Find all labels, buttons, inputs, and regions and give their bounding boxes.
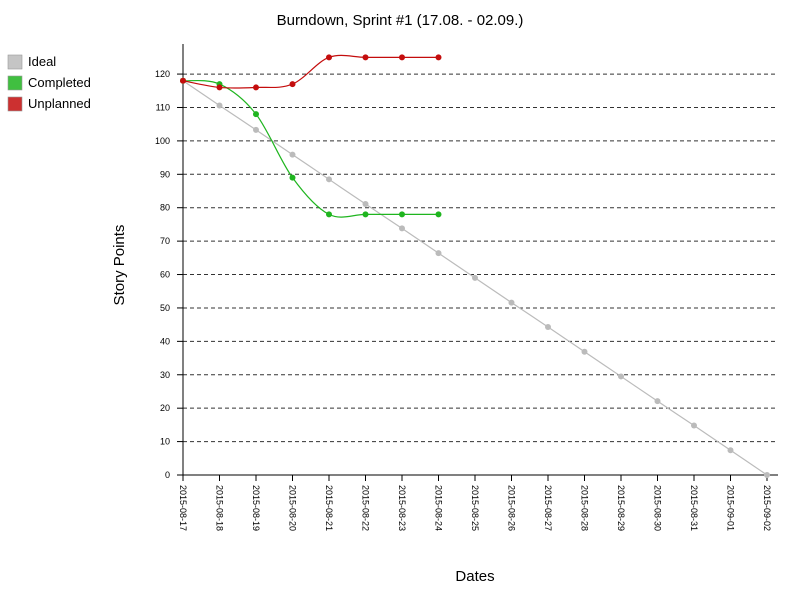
y-tick-label: 50 <box>160 303 170 313</box>
data-point <box>764 472 770 478</box>
data-point <box>654 398 661 405</box>
x-axis-label: Dates <box>455 568 494 585</box>
data-point <box>362 211 369 218</box>
x-tick-label: 2015-08-30 <box>653 485 663 531</box>
data-point <box>399 225 405 232</box>
data-point <box>289 151 296 158</box>
x-tick-label: 2015-08-29 <box>616 485 626 531</box>
y-tick-label: 90 <box>160 169 170 179</box>
data-point <box>618 373 624 380</box>
x-tick-label: 2015-08-18 <box>215 485 225 531</box>
x-tick-label: 2015-08-22 <box>361 485 371 531</box>
y-tick-label: 30 <box>160 370 170 380</box>
y-tick-label: 60 <box>160 270 170 280</box>
x-tick-label: 2015-08-19 <box>251 485 261 531</box>
data-point <box>399 211 405 218</box>
y-tick-label: 100 <box>155 136 170 146</box>
legend-swatch <box>7 54 23 70</box>
x-tick-label: 2015-08-31 <box>689 485 699 531</box>
x-tick-label: 2015-08-23 <box>397 485 407 531</box>
data-point <box>472 274 478 281</box>
x-tick-label: 2015-08-25 <box>470 485 480 531</box>
data-point <box>253 111 259 118</box>
y-tick-label: 10 <box>160 437 170 447</box>
series-line <box>182 79 439 218</box>
x-tick-label: 2015-08-28 <box>580 485 590 531</box>
x-tick-label: 2015-08-27 <box>543 485 553 531</box>
y-tick-label: 20 <box>160 403 170 413</box>
series-line <box>182 54 439 89</box>
y-tick-label: 40 <box>160 336 170 346</box>
x-tick-label: 2015-09-01 <box>726 485 736 531</box>
data-point <box>216 102 223 109</box>
data-point <box>399 54 405 61</box>
data-point <box>435 54 442 61</box>
x-tick-label: 2015-09-02 <box>762 485 772 531</box>
x-tick-label: 2015-08-20 <box>288 485 298 531</box>
data-point <box>362 201 369 208</box>
legend-swatch <box>7 75 23 91</box>
data-point <box>289 174 296 181</box>
data-point <box>289 81 296 88</box>
legend-label: Unplanned <box>28 96 91 111</box>
data-point <box>253 126 259 133</box>
legend-swatch <box>7 96 23 112</box>
y-tick-label: 110 <box>156 102 170 112</box>
y-tick-label: 70 <box>160 236 170 246</box>
data-point <box>216 84 223 91</box>
data-point <box>435 211 442 218</box>
y-tick-label: 0 <box>165 470 170 480</box>
data-point <box>581 348 588 355</box>
chart-title: Burndown, Sprint #1 (17.08. - 02.09.) <box>277 12 524 29</box>
data-point <box>545 323 551 330</box>
data-point <box>727 447 734 454</box>
data-point <box>180 77 186 84</box>
data-point <box>326 176 332 183</box>
x-tick-label: 2015-08-26 <box>507 485 517 531</box>
y-tick-label: 120 <box>155 69 170 79</box>
data-point <box>508 299 515 306</box>
data-point <box>435 250 442 257</box>
x-tick-label: 2015-08-17 <box>178 485 188 531</box>
x-tick-label: 2015-08-24 <box>434 485 444 531</box>
y-axis-label: Story Points <box>111 225 128 306</box>
y-tick-label: 80 <box>160 203 170 213</box>
data-point <box>326 54 332 61</box>
data-point <box>691 422 697 429</box>
data-point <box>253 84 259 91</box>
x-tick-label: 2015-08-21 <box>324 485 334 531</box>
legend-label: Ideal <box>28 54 56 69</box>
data-point <box>326 211 332 218</box>
data-point <box>362 54 369 61</box>
legend-label: Completed <box>28 75 91 90</box>
